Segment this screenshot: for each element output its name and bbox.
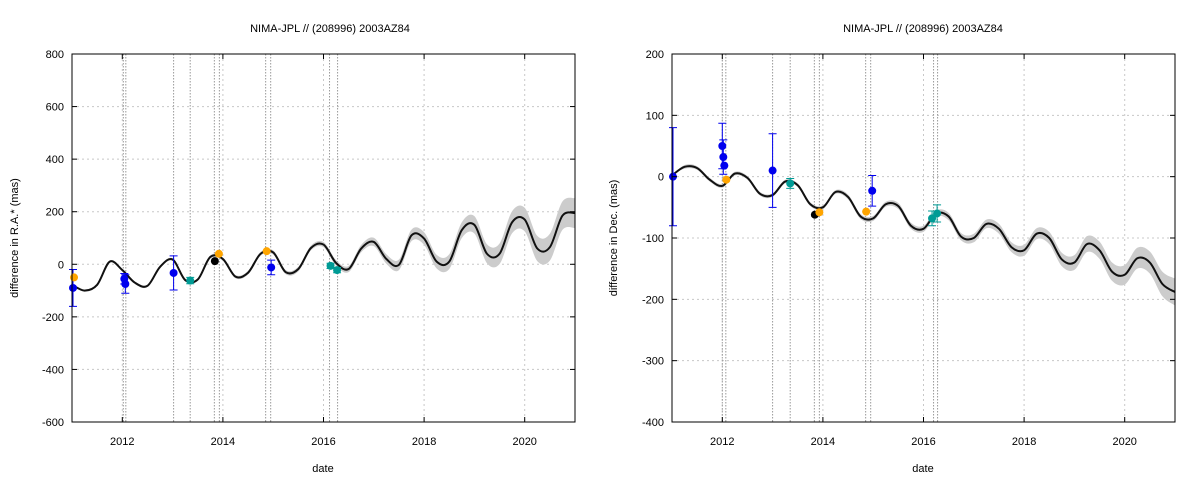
ra-data-point bbox=[70, 273, 79, 282]
dec-observations bbox=[669, 122, 942, 227]
ra-data-point bbox=[169, 268, 178, 277]
dec-chart: -400 -300 -200 -100 0 100 200 2012 2014 2016 2018 2… bbox=[608, 23, 1176, 475]
ra-grid bbox=[72, 54, 575, 422]
dec-y-axis-label: difference in Dec. (mas) bbox=[608, 180, 620, 297]
dec-x-tick-label: 2016 bbox=[911, 436, 935, 448]
ra-data-point bbox=[210, 257, 219, 266]
dec-epoch-lines bbox=[721, 54, 939, 422]
dec-y-tick-label: 100 bbox=[646, 110, 664, 122]
ra-chart: -600 -400 -200 0 200 400 600 800 2012 2014 2016 201… bbox=[9, 23, 576, 475]
dec-model-curve bbox=[671, 165, 1176, 293]
dec-data-point bbox=[719, 153, 728, 162]
dec-y-tick-label: -200 bbox=[642, 294, 664, 306]
dec-data-point bbox=[722, 175, 731, 184]
ra-y-tick-label: -600 bbox=[42, 417, 64, 429]
dec-data-point bbox=[933, 209, 942, 218]
dec-y-tick-label: -300 bbox=[642, 356, 664, 368]
ra-data-point bbox=[333, 266, 342, 275]
dec-y-tick-label: -400 bbox=[642, 417, 664, 429]
ra-observations bbox=[69, 247, 342, 307]
ra-x-tick-label: 2016 bbox=[311, 436, 335, 448]
dec-data-point bbox=[720, 161, 729, 170]
ra-y-tick-label: 600 bbox=[46, 102, 64, 114]
dec-data-point bbox=[786, 179, 795, 188]
ra-y-axis-label: difference in R.A.* (mas) bbox=[9, 178, 21, 298]
ra-data-point bbox=[69, 283, 78, 292]
ra-y-tick-label: 400 bbox=[46, 154, 64, 166]
dec-x-tick-label: 2014 bbox=[811, 436, 835, 448]
dec-chart-title: NIMA-JPL // (208996) 2003AZ84 bbox=[843, 23, 1003, 35]
ra-x-tick-label: 2018 bbox=[412, 436, 436, 448]
ra-y-tick-label: 200 bbox=[46, 207, 64, 219]
dec-data-point bbox=[928, 214, 937, 223]
ra-tick-labels: -600 -400 -200 0 200 400 600 800 2012 2014 2016 201… bbox=[42, 49, 575, 448]
ra-x-tick-label: 2020 bbox=[512, 436, 536, 448]
dec-x-tick-label: 2012 bbox=[710, 436, 734, 448]
ra-y-tick-label: -200 bbox=[42, 312, 64, 324]
dec-y-tick-label: 200 bbox=[646, 49, 664, 61]
ra-data-point bbox=[326, 261, 335, 270]
ra-epoch-lines bbox=[122, 54, 339, 422]
dec-x-axis-label: date bbox=[912, 463, 933, 475]
ra-x-tick-label: 2012 bbox=[110, 436, 134, 448]
dec-grid bbox=[672, 54, 1175, 422]
dec-tick-labels: -400 -300 -200 -100 0 100 200 2012 2014 2016 2018 2… bbox=[642, 49, 1175, 448]
ra-data-point bbox=[267, 263, 276, 272]
ra-model-curve bbox=[71, 211, 576, 292]
dec-x-tick-label: 2020 bbox=[1112, 436, 1136, 448]
dec-data-point bbox=[718, 142, 727, 150]
ra-x-tick-label: 2014 bbox=[211, 436, 235, 448]
ra-y-tick-label: 0 bbox=[58, 259, 64, 271]
ra-model-line bbox=[71, 211, 576, 292]
dec-y-tick-label: -100 bbox=[642, 233, 664, 245]
ra-data-point bbox=[214, 249, 223, 258]
dec-data-point bbox=[768, 166, 777, 175]
dec-y-tick-label: 0 bbox=[658, 172, 664, 184]
dec-x-tick-label: 2018 bbox=[1012, 436, 1036, 448]
ra-data-point bbox=[186, 276, 195, 285]
dec-data-point bbox=[868, 186, 877, 195]
ra-data-point bbox=[262, 247, 271, 256]
dec-data-point bbox=[862, 207, 871, 216]
ra-x-axis-label: date bbox=[312, 463, 333, 475]
ra-y-tick-label: -400 bbox=[42, 364, 64, 376]
dec-model-line bbox=[671, 165, 1176, 293]
ra-y-tick-label: 800 bbox=[46, 49, 64, 61]
ra-data-point bbox=[121, 280, 130, 288]
dec-data-point bbox=[815, 208, 824, 217]
ra-chart-title: NIMA-JPL // (208996) 2003AZ84 bbox=[250, 23, 410, 35]
